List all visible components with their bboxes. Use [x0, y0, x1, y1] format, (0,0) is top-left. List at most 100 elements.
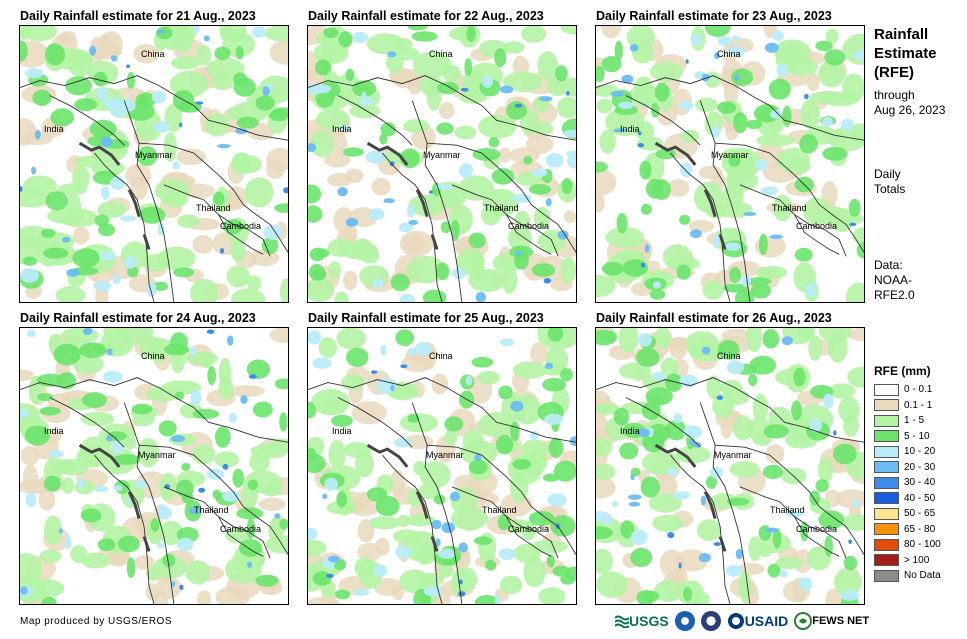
legend-label: 50 - 65	[904, 508, 936, 519]
usaid-logo: USAID	[727, 612, 788, 630]
legend-item: 10 - 20	[874, 445, 935, 458]
panel-title: Daily Rainfall estimate for 26 Aug., 202…	[596, 311, 832, 325]
country-label-cambodia: Cambodia	[796, 524, 838, 534]
legend-label: 65 - 80	[904, 523, 936, 535]
country-label-cambodia: Cambodia	[220, 524, 262, 534]
country-label-thailand: Thailand	[772, 203, 807, 213]
country-label-myanmar: Myanmar	[426, 450, 464, 460]
rainfall-map-graphic	[20, 26, 288, 302]
through-date: Aug 26, 2023	[874, 103, 946, 117]
legend-label: 10 - 20	[904, 446, 936, 457]
legend-label: 0 - 0.1	[904, 384, 933, 395]
country-label-india: India	[620, 124, 640, 134]
daily-totals-text: Daily Totals	[874, 167, 905, 197]
legend-swatch	[874, 538, 899, 551]
nws-seal-icon	[700, 611, 721, 631]
legend-label: 40 - 50	[904, 492, 936, 504]
panel-title: Daily Rainfall estimate for 25 Aug., 202…	[308, 311, 544, 325]
usgs-logo-text: USGS	[629, 613, 669, 629]
usgs-wave-icon	[615, 615, 629, 628]
fewsnet-globe-icon	[794, 612, 813, 630]
country-label-china: China	[141, 49, 165, 59]
legend-item: 0 - 0.1	[874, 383, 932, 396]
through-label: through	[874, 88, 915, 102]
legend-label: 5 - 10	[904, 430, 930, 442]
rainfall-map: China India Myanmar Thailand Cambodia	[595, 327, 865, 605]
country-label-china: China	[717, 351, 741, 361]
legend-label: > 100	[904, 554, 930, 566]
panel-title: Daily Rainfall estimate for 21 Aug., 202…	[20, 9, 256, 23]
country-label-india: India	[44, 426, 64, 436]
country-label-india: India	[44, 124, 64, 134]
country-label-thailand: Thailand	[194, 505, 229, 515]
data-line3: RFE2.0	[874, 288, 915, 302]
legend-swatch	[874, 492, 899, 504]
legend-swatch	[874, 569, 899, 582]
country-label-myanmar: Myanmar	[135, 150, 173, 160]
country-label-myanmar: Myanmar	[423, 150, 461, 160]
country-label-china: China	[141, 351, 165, 361]
country-label-cambodia: Cambodia	[220, 221, 262, 231]
legend-swatch	[874, 399, 899, 411]
legend-label: No Data	[904, 570, 941, 581]
country-label-china: China	[717, 49, 741, 59]
country-label-myanmar: Myanmar	[714, 450, 752, 460]
data-line1: Data:	[874, 258, 903, 272]
map-credit: Map produced by USGS/EROS	[20, 616, 173, 627]
country-label-myanmar: Myanmar	[711, 150, 749, 160]
daily-line1: Daily	[874, 167, 901, 181]
rainfall-map-graphic	[308, 328, 576, 604]
legend-swatch	[874, 476, 899, 489]
legend-item: 40 - 50	[874, 492, 935, 505]
data-source-text: Data: NOAA- RFE2.0	[874, 258, 915, 303]
country-label-cambodia: Cambodia	[796, 221, 838, 231]
legend-item: 80 - 100	[874, 538, 941, 551]
rainfall-map-graphic	[596, 328, 864, 604]
legend-item: 1 - 5	[874, 414, 924, 427]
usgs-logo: USGS	[615, 613, 669, 629]
country-label-india: India	[332, 124, 352, 134]
logo-strip: USGS USAID FEWS NET	[615, 608, 869, 634]
legend-swatch	[874, 554, 899, 566]
rainfall-map-graphic	[596, 26, 864, 302]
legend-item: 5 - 10	[874, 430, 930, 443]
panel-title: Daily Rainfall estimate for 23 Aug., 202…	[596, 9, 832, 23]
rainfall-map-graphic	[20, 328, 288, 604]
noaa-seal-icon	[674, 611, 695, 631]
legend-label: 1 - 5	[904, 415, 925, 426]
sidebar-title-line2: Estimate	[874, 45, 937, 62]
legend-item: > 100	[874, 554, 929, 567]
rainfall-map: China India Myanmar Thailand Cambodia	[19, 25, 289, 303]
legend-swatch	[874, 523, 899, 535]
sidebar-title-line1: Rainfall	[874, 26, 929, 43]
usaid-seal-icon	[727, 613, 744, 629]
sidebar-title-line3: (RFE)	[874, 64, 914, 81]
country-label-thailand: Thailand	[482, 505, 517, 515]
legend-item: 65 - 80	[874, 523, 935, 536]
country-label-china: China	[429, 351, 453, 361]
legend-swatch	[874, 445, 899, 458]
fewsnet-logo-text: FEWS NET	[812, 615, 870, 627]
legend-swatch	[874, 383, 899, 396]
legend-title: RFE (mm)	[874, 364, 931, 378]
legend-swatch	[874, 414, 899, 427]
legend-swatch	[874, 430, 899, 442]
country-label-india: India	[332, 426, 352, 436]
legend-item: 0.1 - 1	[874, 399, 932, 412]
daily-line2: Totals	[874, 182, 906, 196]
country-label-china: China	[429, 49, 453, 59]
fewsnet-logo: FEWS NET	[794, 612, 869, 630]
sidebar-title: Rainfall Estimate (RFE)	[874, 25, 937, 82]
country-label-thailand: Thailand	[484, 203, 519, 213]
legend-item: No Data	[874, 569, 941, 582]
through-text: through Aug 26, 2023	[874, 88, 945, 118]
country-label-myanmar: Myanmar	[138, 450, 176, 460]
data-line2: NOAA-	[874, 273, 913, 287]
legend-item: 30 - 40	[874, 476, 935, 489]
rainfall-map-graphic	[308, 26, 576, 302]
rainfall-map: China India Myanmar Thailand Cambodia	[307, 327, 577, 605]
legend-label: 30 - 40	[904, 477, 936, 488]
legend-label: 80 - 100	[904, 539, 941, 550]
country-label-thailand: Thailand	[770, 505, 805, 515]
panel-title: Daily Rainfall estimate for 22 Aug., 202…	[308, 9, 544, 23]
